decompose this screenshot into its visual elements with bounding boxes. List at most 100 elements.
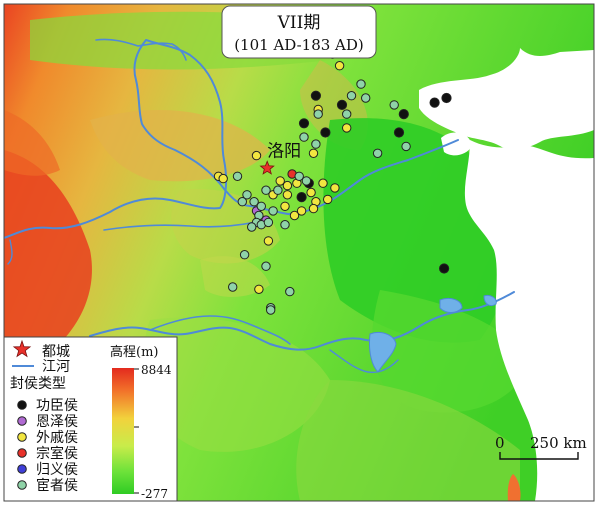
period-range: (101 AD-183 AD) bbox=[234, 36, 364, 54]
legend-entry-zongshi: 宗室侯 bbox=[17, 445, 78, 462]
sea-layer bbox=[419, 48, 594, 501]
marquisate-point-waiqi bbox=[282, 180, 293, 191]
elevation-min: -277 bbox=[141, 487, 168, 501]
wei-river bbox=[103, 221, 257, 231]
marquisate-point-waiqi bbox=[289, 210, 300, 221]
marquisate-point-huanzhe bbox=[256, 201, 266, 212]
han-river bbox=[149, 315, 291, 345]
scale-line bbox=[499, 452, 579, 460]
legend-marker-guiyi-icon bbox=[17, 464, 27, 474]
marquisate-point-gongchen bbox=[441, 92, 452, 104]
legend-capital-label: 都城 bbox=[42, 344, 70, 360]
marquisate-point-huanzhe bbox=[342, 109, 352, 119]
marquisate-point-huanzhe bbox=[249, 197, 259, 207]
marquisate-point-gongchen bbox=[296, 192, 307, 203]
marquisate-point-huanzhe bbox=[268, 206, 278, 216]
legend-capital-icon bbox=[12, 339, 32, 358]
marquisate-point-gongchen bbox=[320, 127, 331, 138]
marquisate-point-huanzhe bbox=[261, 185, 271, 195]
marquisate-point-gongchen bbox=[336, 99, 348, 111]
taiwan-island bbox=[507, 474, 521, 501]
marquisate-point-huanzhe bbox=[285, 286, 295, 297]
marquisate-point-huanzhe bbox=[280, 220, 290, 230]
marquisate-point-huanzhe bbox=[273, 185, 283, 195]
marquisate-point-waiqi bbox=[334, 60, 345, 71]
marquisate-point-huanzhe bbox=[299, 132, 309, 142]
legend-marker-gongchen-icon bbox=[17, 400, 27, 410]
marquisate-point-gongchen bbox=[429, 97, 440, 108]
marquisate-point-huanzhe bbox=[239, 250, 250, 260]
marquisate-point-huanzhe bbox=[361, 93, 371, 103]
scale-distance: 250 km bbox=[530, 434, 587, 452]
legend-category-title: 封侯类型 bbox=[10, 376, 66, 392]
marquisate-markers bbox=[213, 40, 452, 315]
marquisate-point-waiqi bbox=[323, 194, 333, 205]
marquisate-point-huanzhe bbox=[389, 100, 399, 110]
legend-river-label: 江河 bbox=[42, 359, 70, 375]
marquisate-point-huanzhe bbox=[311, 139, 321, 149]
marquisate-point-huanzhe bbox=[401, 141, 411, 152]
elevation-color-ramp bbox=[112, 368, 134, 494]
period-title: VII期 bbox=[277, 13, 321, 33]
legend-entry-enze: 恩泽侯 bbox=[17, 414, 78, 430]
legend-label-gongchen: 功臣侯 bbox=[36, 398, 78, 414]
yangtze-river bbox=[89, 291, 515, 351]
legend-marker-huanzhe-icon bbox=[17, 480, 27, 490]
marquisate-point-huanzhe bbox=[266, 305, 276, 315]
legend-marker-enze-icon bbox=[17, 416, 27, 426]
marquisate-point-huanzhe bbox=[263, 217, 274, 228]
rivers-layer bbox=[4, 38, 515, 374]
marquisate-point-waiqi bbox=[218, 173, 228, 184]
marquisate-point-waiqi bbox=[254, 284, 264, 294]
marquisate-point-huanzhe bbox=[232, 171, 243, 182]
legend-entry-guiyi: 归义侯 bbox=[17, 461, 78, 478]
marquisate-point-gongchen bbox=[310, 90, 321, 101]
marquisate-point-gongchen bbox=[439, 263, 450, 274]
marquisate-point-waiqi bbox=[342, 123, 352, 133]
marquisate-point-waiqi bbox=[318, 178, 328, 188]
legend-marker-zongshi-icon bbox=[17, 448, 27, 458]
legend-label-enze: 恩泽侯 bbox=[36, 414, 78, 430]
title-box: VII期 (101 AD-183 AD) bbox=[221, 5, 377, 59]
map-frame bbox=[3, 3, 595, 502]
marquisate-point-waiqi bbox=[308, 148, 319, 159]
legend-entry-gongchen: 功臣侯 bbox=[17, 398, 78, 414]
lakes-layer bbox=[369, 295, 497, 373]
marquisate-point-gongchen bbox=[398, 109, 409, 120]
marquisate-point-gongchen bbox=[393, 127, 405, 138]
legend-entry-waiqi: 外戚侯 bbox=[17, 430, 78, 446]
legend-label-zongshi: 宗室侯 bbox=[36, 445, 78, 462]
marquisate-point-huanzhe bbox=[356, 79, 366, 89]
capital-star-icon bbox=[259, 160, 275, 175]
legend-entry-huanzhe: 宦者侯 bbox=[17, 477, 78, 494]
marquisate-point-waiqi bbox=[280, 201, 290, 212]
scale-bar: 0 250 km bbox=[495, 434, 587, 460]
marquisate-point-huanzhe bbox=[247, 222, 257, 232]
marquisate-point-huanzhe bbox=[294, 171, 304, 182]
legend-label-guiyi: 归义侯 bbox=[36, 461, 78, 478]
capital-marker: 洛阳 bbox=[259, 141, 301, 175]
marquisate-point-huanzhe bbox=[372, 148, 383, 159]
marquisate-point-waiqi bbox=[251, 150, 262, 161]
marquisate-point-huanzhe bbox=[228, 282, 238, 292]
marquisate-point-huanzhe bbox=[242, 190, 252, 200]
marquisate-point-waiqi bbox=[275, 176, 285, 186]
elevation-title: 高程(m) bbox=[110, 344, 158, 360]
marquisate-point-huanzhe bbox=[301, 176, 312, 186]
marquisate-point-huanzhe bbox=[346, 91, 357, 101]
marquisate-point-huanzhe bbox=[261, 261, 271, 271]
marquisate-point-huanzhe bbox=[237, 197, 248, 207]
elevation-max: 8844 bbox=[141, 363, 172, 377]
marquisate-point-gongchen bbox=[298, 118, 310, 129]
capital-label: 洛阳 bbox=[267, 141, 301, 161]
marquisate-point-waiqi bbox=[308, 203, 319, 214]
marquisate-point-waiqi bbox=[296, 206, 307, 216]
marquisate-point-waiqi bbox=[263, 236, 274, 246]
legend-label-huanzhe: 宦者侯 bbox=[36, 477, 78, 494]
marquisate-point-waiqi bbox=[330, 183, 340, 193]
marquisate-point-waiqi bbox=[282, 190, 293, 200]
marquisate-point-huanzhe bbox=[313, 109, 323, 119]
